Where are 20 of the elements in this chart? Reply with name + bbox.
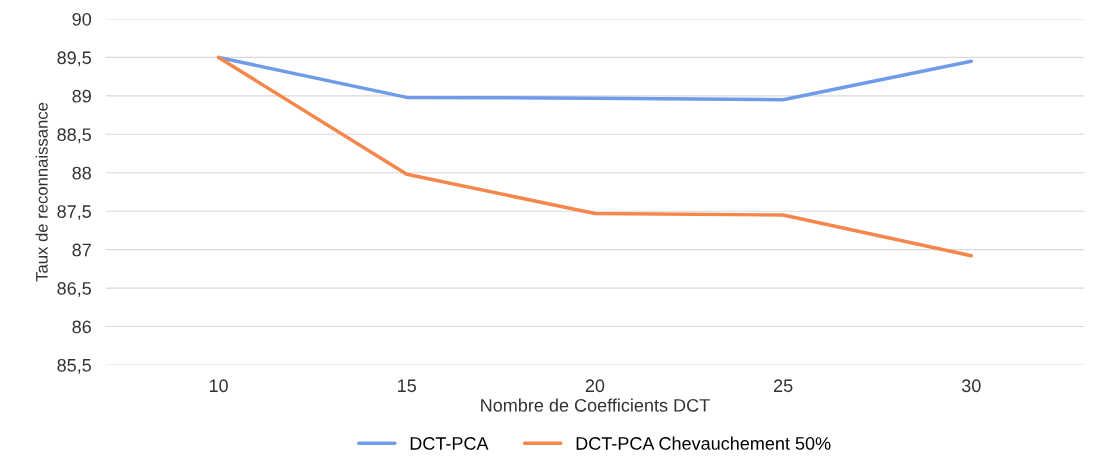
x-axis-title: Nombre de Coefficients DCT (481, 398, 710, 412)
y-tick-label: 86 (72, 320, 91, 334)
y-tick-label: 87 (72, 243, 91, 257)
y-tick-label: 88 (72, 166, 91, 180)
y-tick-label: 89,5 (57, 51, 91, 67)
x-tick-label: 30 (961, 379, 981, 393)
x-tick-label: 20 (585, 379, 605, 393)
legend-label: DCT-PCA Chevauchement 50% (576, 436, 831, 450)
y-tick-label: 85,5 (57, 358, 91, 374)
y-tick-label: 89 (72, 89, 91, 103)
legend-label: DCT-PCA (410, 437, 489, 450)
y-axis-title: Taux de reconnaissance (35, 102, 48, 282)
y-tick-label: 88,5 (57, 128, 91, 144)
x-tick-label: 15 (398, 379, 417, 393)
x-tick-label: 10 (209, 379, 228, 393)
y-tick-label: 87,5 (57, 205, 91, 221)
y-tick-label: 90 (72, 12, 92, 26)
line-series (216, 55, 974, 258)
y-tick-label: 86,5 (57, 282, 91, 297)
x-tick-label: 25 (773, 379, 793, 393)
